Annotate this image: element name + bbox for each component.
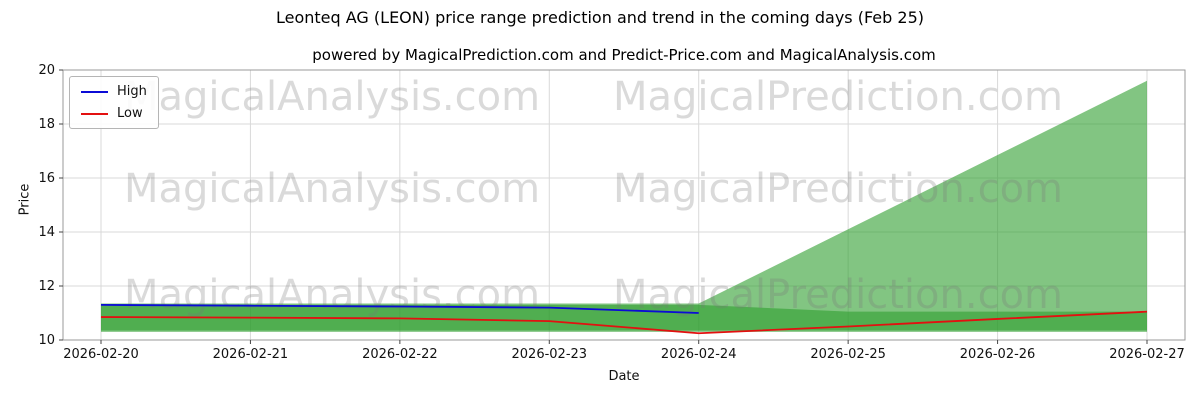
legend-label-high: High bbox=[117, 84, 147, 99]
x-tick-label: 2026-02-22 bbox=[362, 347, 438, 362]
y-tick-label: 10 bbox=[38, 333, 55, 348]
y-tick-label: 20 bbox=[38, 63, 55, 78]
high-line bbox=[100, 304, 699, 314]
prediction-fan-band bbox=[101, 80, 1147, 332]
low-line bbox=[100, 310, 1148, 335]
legend-label-low: Low bbox=[117, 106, 143, 121]
high-line-swatch bbox=[81, 90, 108, 93]
x-tick-label: 2026-02-25 bbox=[810, 347, 886, 362]
watermark-text: MagicalAnalysis.com bbox=[124, 272, 540, 318]
y-tick-label: 14 bbox=[38, 225, 55, 240]
chart-subtitle: powered by MagicalPrediction.com and Pre… bbox=[312, 46, 936, 64]
x-tick-label: 2026-02-21 bbox=[213, 347, 289, 362]
x-tick-label: 2026-02-27 bbox=[1109, 347, 1185, 362]
plot-border bbox=[62, 69, 1186, 341]
x-tick-label: 2026-02-23 bbox=[512, 347, 588, 362]
watermark-text: MagicalPrediction.com bbox=[613, 74, 1063, 120]
watermark-text: MagicalAnalysis.com bbox=[124, 74, 540, 120]
watermark-text: MagicalPrediction.com bbox=[613, 272, 1063, 318]
x-tick-label: 2026-02-20 bbox=[63, 347, 139, 362]
x-tick-label: 2026-02-26 bbox=[960, 347, 1036, 362]
legend-item-high: High bbox=[81, 84, 147, 99]
watermark-text: MagicalAnalysis.com bbox=[124, 166, 540, 212]
x-tick-label: 2026-02-24 bbox=[661, 347, 737, 362]
legend-item-low: Low bbox=[81, 106, 147, 121]
x-axis-label: Date bbox=[608, 369, 640, 384]
y-tick-label: 16 bbox=[38, 171, 55, 186]
watermark-text: MagicalPrediction.com bbox=[613, 166, 1063, 212]
chart-title: Leonteq AG (LEON) price range prediction… bbox=[276, 8, 924, 27]
low-line-swatch bbox=[81, 112, 108, 115]
y-tick-label: 12 bbox=[38, 279, 55, 294]
legend: High Low bbox=[69, 76, 159, 129]
y-tick-label: 18 bbox=[38, 117, 55, 132]
y-axis-label: Price bbox=[17, 183, 33, 216]
